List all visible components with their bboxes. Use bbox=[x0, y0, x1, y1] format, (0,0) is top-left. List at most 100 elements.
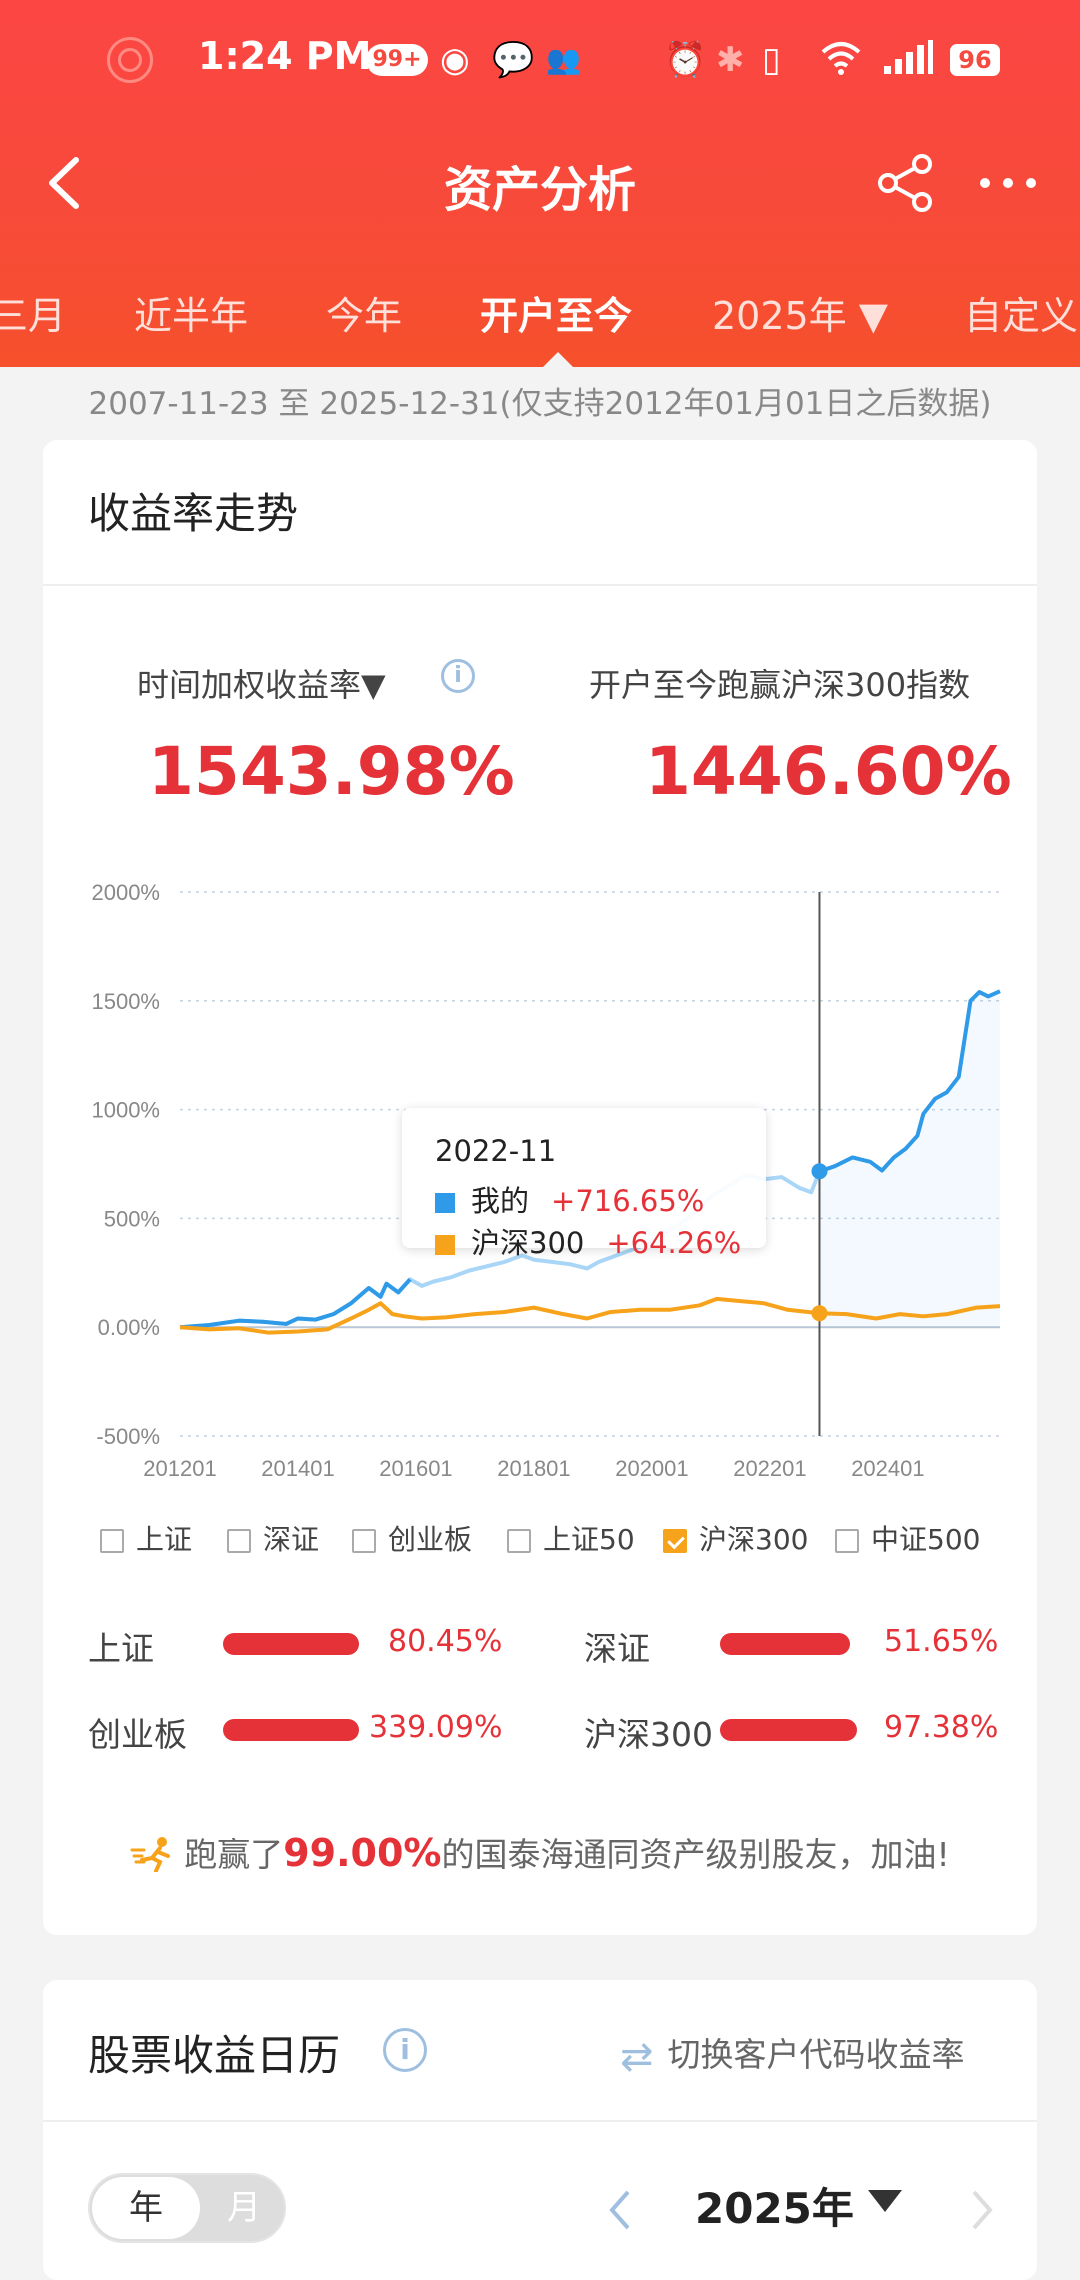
chart-tooltip: 2022-11 我的 +716.65% 沪深300 +64.26% bbox=[402, 1108, 766, 1260]
tab-three-months[interactable]: 三月 bbox=[0, 294, 67, 338]
index-value-shenzhen: 51.65% bbox=[884, 1624, 999, 1659]
index-checkbox-legend: 上证 深证 创业板 上证50 沪深300 中证500 bbox=[100, 1518, 1000, 1558]
twr-value: 1543.98% bbox=[148, 733, 515, 810]
info-icon[interactable]: i bbox=[383, 2028, 427, 2072]
more-dots-icon[interactable] bbox=[975, 150, 1041, 216]
x-tick-label: 201601 bbox=[379, 1456, 452, 1481]
tab-since-opening[interactable]: 开户至今 bbox=[480, 294, 633, 338]
period-tabs: 三月 近半年 今年 开户至今 2025年 ▼ 自定义 bbox=[0, 285, 1080, 345]
checkbox-icon bbox=[100, 1529, 124, 1553]
status-bar: 1:24 PM 99+ ◉ 💬 👥 ⏰ ✱ ▯ 96 bbox=[0, 0, 1080, 120]
tab-this-year[interactable]: 今年 bbox=[326, 294, 403, 338]
legend-item-shenzhen[interactable]: 深证 bbox=[227, 1518, 319, 1558]
year-selector[interactable]: 2025年 bbox=[695, 2184, 854, 2233]
checkbox-checked-icon bbox=[663, 1529, 687, 1553]
beat-peers-message: 跑赢了99.00%的国泰海通同资产级别股友，加油! bbox=[0, 1828, 1080, 1876]
cursor-point-mine bbox=[811, 1163, 828, 1180]
tab-year-select[interactable]: 2025年 ▼ bbox=[712, 294, 889, 338]
tooltip-series-name: 我的 bbox=[471, 1184, 530, 1218]
cursor-point-csi300 bbox=[811, 1305, 828, 1322]
y-tick-label: -500% bbox=[96, 1424, 160, 1449]
x-tick-label: 202201 bbox=[733, 1456, 806, 1481]
tooltip-row-mine: 我的 +716.65% bbox=[435, 1178, 704, 1220]
tab-half-year[interactable]: 近半年 bbox=[134, 294, 249, 338]
status-time: 1:24 PM bbox=[198, 34, 372, 78]
dropdown-caret-icon[interactable] bbox=[868, 2190, 902, 2212]
signal-icon bbox=[882, 40, 934, 85]
legend-item-sse50[interactable]: 上证50 bbox=[507, 1518, 635, 1558]
twr-label[interactable]: 时间加权收益率▼ bbox=[137, 666, 386, 704]
year-month-toggle[interactable]: 年 月 bbox=[88, 2173, 286, 2243]
index-value-shanghai: 80.45% bbox=[388, 1624, 503, 1659]
y-tick-label: 500% bbox=[104, 1206, 160, 1231]
x-tick-label: 201801 bbox=[497, 1456, 570, 1481]
legend-item-shanghai[interactable]: 上证 bbox=[100, 1518, 192, 1558]
wifi-icon bbox=[820, 40, 862, 85]
record-icon: ◉ bbox=[440, 40, 470, 80]
share-icon[interactable] bbox=[872, 150, 938, 216]
index-value-csi300: 97.38% bbox=[884, 1710, 999, 1745]
runner-icon bbox=[130, 1836, 176, 1873]
index-bar-shenzhen bbox=[720, 1633, 850, 1655]
legend-item-chinext[interactable]: 创业板 bbox=[352, 1518, 472, 1558]
checkbox-icon bbox=[507, 1529, 531, 1553]
x-tick-label: 201201 bbox=[143, 1456, 216, 1481]
swap-arrows-icon: ⇄ bbox=[620, 2034, 654, 2080]
legend-item-csi500[interactable]: 中证500 bbox=[835, 1518, 980, 1558]
index-label-csi300: 沪深300 bbox=[584, 1715, 713, 1754]
next-year-arrow-icon[interactable] bbox=[966, 2188, 996, 2236]
card-divider bbox=[43, 584, 1037, 586]
target-ring-icon bbox=[107, 37, 153, 83]
tooltip-date: 2022-11 bbox=[435, 1134, 557, 1168]
info-icon[interactable]: i bbox=[441, 659, 475, 693]
y-tick-label: 2000% bbox=[91, 880, 160, 905]
beat-index-label: 开户至今跑赢沪深300指数 bbox=[589, 666, 971, 704]
battery-indicator: 96 bbox=[950, 44, 1000, 76]
vibrate-icon: ▯ bbox=[762, 40, 781, 80]
toggle-month[interactable]: 月 bbox=[227, 2188, 261, 2228]
y-tick-label: 1500% bbox=[91, 989, 160, 1014]
tab-custom[interactable]: 自定义 bbox=[964, 294, 1079, 338]
date-range-note: 2007-11-23 至 2025-12-31(仅支持2012年01月01日之后… bbox=[88, 386, 992, 422]
legend-swatch-hs300 bbox=[435, 1235, 455, 1255]
alarm-icon: ⏰ bbox=[664, 40, 707, 80]
tooltip-series-name: 沪深300 bbox=[471, 1226, 585, 1260]
beat-index-value: 1446.60% bbox=[645, 733, 1012, 810]
tooltip-series-value: +716.65% bbox=[551, 1184, 705, 1218]
switch-account-button[interactable]: ⇄ 切换客户代码收益率 bbox=[620, 2034, 965, 2080]
series-line-csi300 bbox=[179, 1296, 1001, 1335]
index-value-chinext: 339.09% bbox=[369, 1710, 503, 1745]
prev-year-arrow-icon[interactable] bbox=[606, 2188, 636, 2236]
checkbox-icon bbox=[835, 1529, 859, 1553]
page-title: 资产分析 bbox=[443, 162, 636, 218]
index-label-shanghai: 上证 bbox=[88, 1629, 154, 1668]
series-line-mine-early bbox=[179, 1277, 412, 1330]
bluetooth-icon: ✱ bbox=[716, 40, 745, 80]
chat-bubble-icon: 💬 bbox=[492, 40, 535, 80]
checkbox-icon bbox=[352, 1529, 376, 1553]
header-bar: 1:24 PM 99+ ◉ 💬 👥 ⏰ ✱ ▯ 96 资产分析 三月 近半年 今… bbox=[0, 0, 1080, 367]
legend-swatch-mine bbox=[435, 1193, 455, 1213]
returns-chart[interactable]: 2000% 1500% 1000% 500% 0.00% -500% 201201 20140… bbox=[0, 0, 1080, 1500]
tooltip-series-value: +64.26% bbox=[606, 1226, 742, 1260]
active-tab-indicator bbox=[543, 352, 573, 367]
legend-item-csi300[interactable]: 沪深300 bbox=[663, 1518, 808, 1558]
index-label-chinext: 创业板 bbox=[88, 1715, 187, 1754]
index-bar-chinext bbox=[223, 1719, 359, 1741]
index-bar-csi300 bbox=[720, 1719, 857, 1741]
notification-badge: 99+ bbox=[366, 44, 428, 76]
series-area-mine bbox=[819, 991, 1000, 1328]
x-tick-label: 202001 bbox=[615, 1456, 688, 1481]
returns-card-title: 收益率走势 bbox=[88, 489, 299, 538]
calendar-card-title: 股票收益日历 bbox=[88, 2031, 341, 2080]
y-tick-label: 0.00% bbox=[98, 1315, 160, 1340]
index-label-shenzhen: 深证 bbox=[584, 1629, 650, 1668]
index-bar-shanghai bbox=[223, 1633, 359, 1655]
toggle-year[interactable]: 年 bbox=[92, 2177, 200, 2239]
series-line-mine bbox=[818, 989, 1001, 1174]
back-arrow-icon[interactable] bbox=[38, 150, 98, 216]
contacts-icon: 👥 bbox=[546, 43, 581, 76]
y-tick-label: 1000% bbox=[91, 1098, 160, 1123]
card-divider bbox=[43, 2120, 1037, 2122]
tooltip-row-hs300: 沪深300 +64.26% bbox=[435, 1220, 741, 1262]
